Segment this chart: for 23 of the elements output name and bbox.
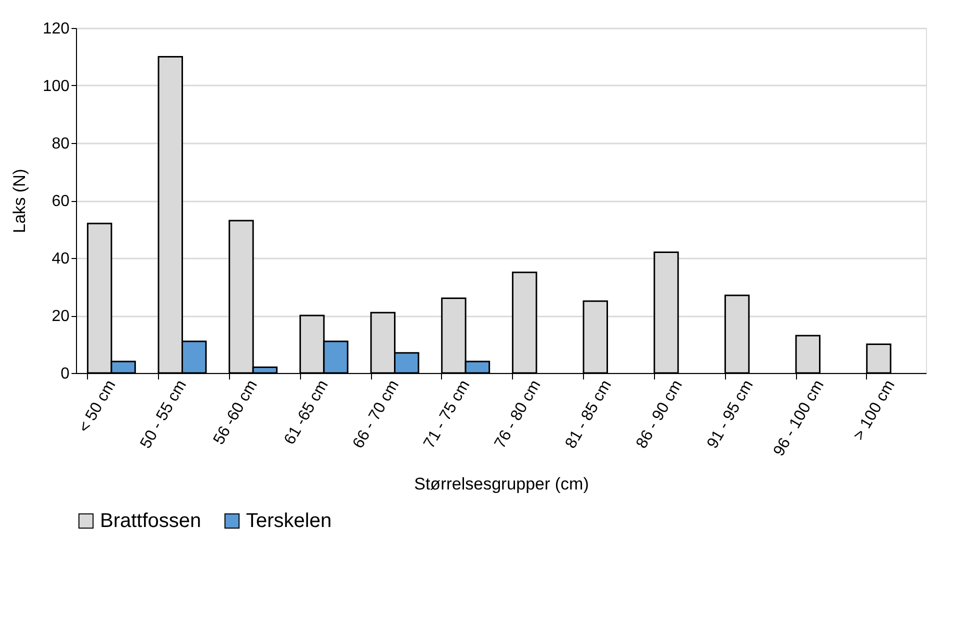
y-tick-label: 40 [52, 250, 70, 268]
x-tick-label: 76 - 80 cm [492, 378, 544, 452]
x-tick-label: 96 - 100 cm [770, 378, 828, 460]
x-tick-label: 81 - 85 cm [562, 378, 616, 452]
x-tick-label: < 50 cm [76, 378, 120, 436]
y-tick-label: 100 [42, 78, 70, 95]
x-tick-label: 66 - 70 cm [350, 378, 403, 452]
x-tick-label: 71 - 75 cm [420, 378, 474, 452]
x-tick-label: 91 - 95 cm [704, 378, 757, 452]
x-tick-label: 61 -65 cm [281, 378, 332, 448]
x-tick-label: 56 -60 cm [210, 378, 261, 448]
y-tick-label: 0 [60, 366, 70, 382]
x-tick-label: 86 - 90 cm [633, 378, 686, 452]
y-tick-label: 60 [52, 193, 70, 210]
y-tick-label: 20 [52, 308, 70, 325]
x-axis-title: Størrelsesgrupper (cm) [414, 474, 589, 494]
legend-label: Terskelen [246, 510, 332, 532]
x-tick-label: 50 - 55 cm [138, 378, 190, 452]
y-axis-title: Laks (N) [10, 168, 29, 234]
y-tick-label: 80 [52, 136, 70, 152]
x-tick-label: > 100 cm [850, 378, 898, 444]
y-tick-label: 120 [42, 20, 70, 38]
legend-label: Brattfossen [100, 510, 202, 532]
